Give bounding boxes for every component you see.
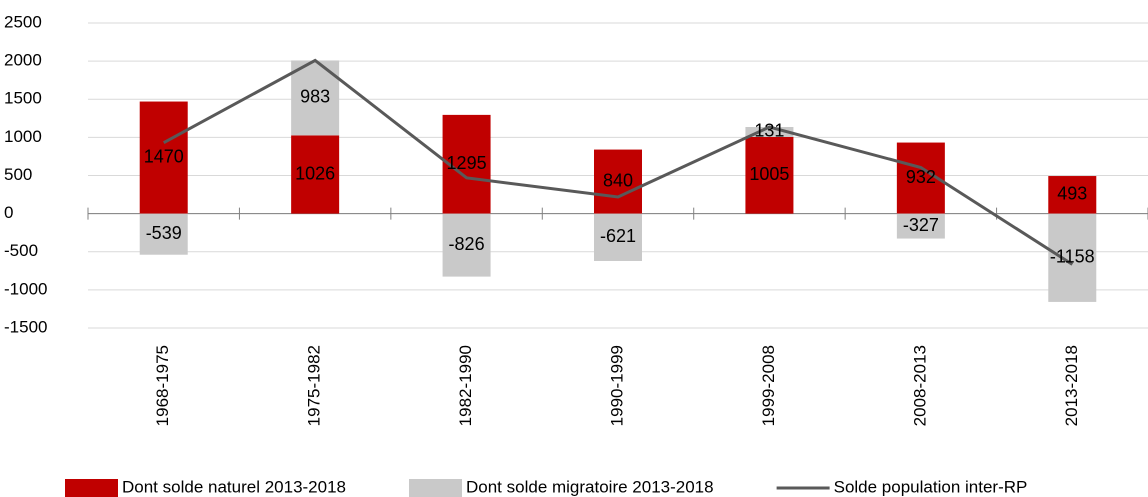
- y-tick-label: 2000: [4, 51, 42, 70]
- data-label: -539: [146, 223, 182, 243]
- data-label: -826: [449, 234, 485, 254]
- x-tick-label: 1968-1975: [153, 345, 172, 426]
- y-tick-label: -1500: [4, 317, 47, 336]
- x-tick-label: 1975-1982: [305, 345, 324, 426]
- bar: [139, 213, 188, 255]
- x-tick-label: 2008-2013: [910, 345, 929, 426]
- x-tick-label: 1990-1999: [607, 345, 626, 426]
- y-tick-label: 2500: [4, 12, 42, 31]
- line: [162, 58, 1074, 266]
- legend-label: Dont solde naturel 2013-2018: [122, 477, 346, 496]
- bar: [291, 135, 340, 214]
- bar: [1048, 213, 1097, 302]
- data-label: 932: [906, 167, 936, 187]
- y-tick-label: 1500: [4, 89, 42, 108]
- bar: [745, 136, 794, 214]
- y-tick-label: 1000: [4, 127, 42, 146]
- y-tick-label: 500: [4, 165, 32, 184]
- legend-swatch: [65, 479, 118, 497]
- data-label: 1470: [144, 146, 184, 166]
- data-label: 1295: [447, 153, 487, 173]
- y-tick-label: -500: [4, 241, 38, 260]
- y-tick-label: -1000: [4, 279, 47, 298]
- x-tick-label: 2013-2018: [1062, 345, 1081, 426]
- data-label: -621: [600, 226, 636, 246]
- data-label: 840: [603, 170, 633, 190]
- x-tick-label: 1982-1990: [456, 345, 475, 426]
- bar: [594, 149, 642, 214]
- bar: [1048, 176, 1097, 214]
- data-label: 1005: [749, 164, 789, 184]
- bar: [896, 213, 945, 239]
- bar: [139, 101, 188, 214]
- data-label: 1026: [295, 163, 335, 183]
- legend-swatch: [409, 479, 462, 497]
- data-label: 493: [1057, 184, 1087, 204]
- x-tick-label: 1999-2008: [759, 345, 778, 426]
- y-tick-label: 0: [4, 203, 13, 222]
- bar: [745, 127, 794, 137]
- data-label: 131: [754, 121, 784, 141]
- legend-label: Dont solde migratoire 2013-2018: [466, 477, 714, 496]
- legend-label: Solde population inter-RP: [834, 477, 1028, 496]
- data-label: -1158: [1050, 247, 1095, 267]
- data-label: -327: [903, 215, 939, 235]
- data-label: 983: [300, 87, 330, 107]
- bar: [442, 213, 491, 277]
- bar: [594, 213, 642, 261]
